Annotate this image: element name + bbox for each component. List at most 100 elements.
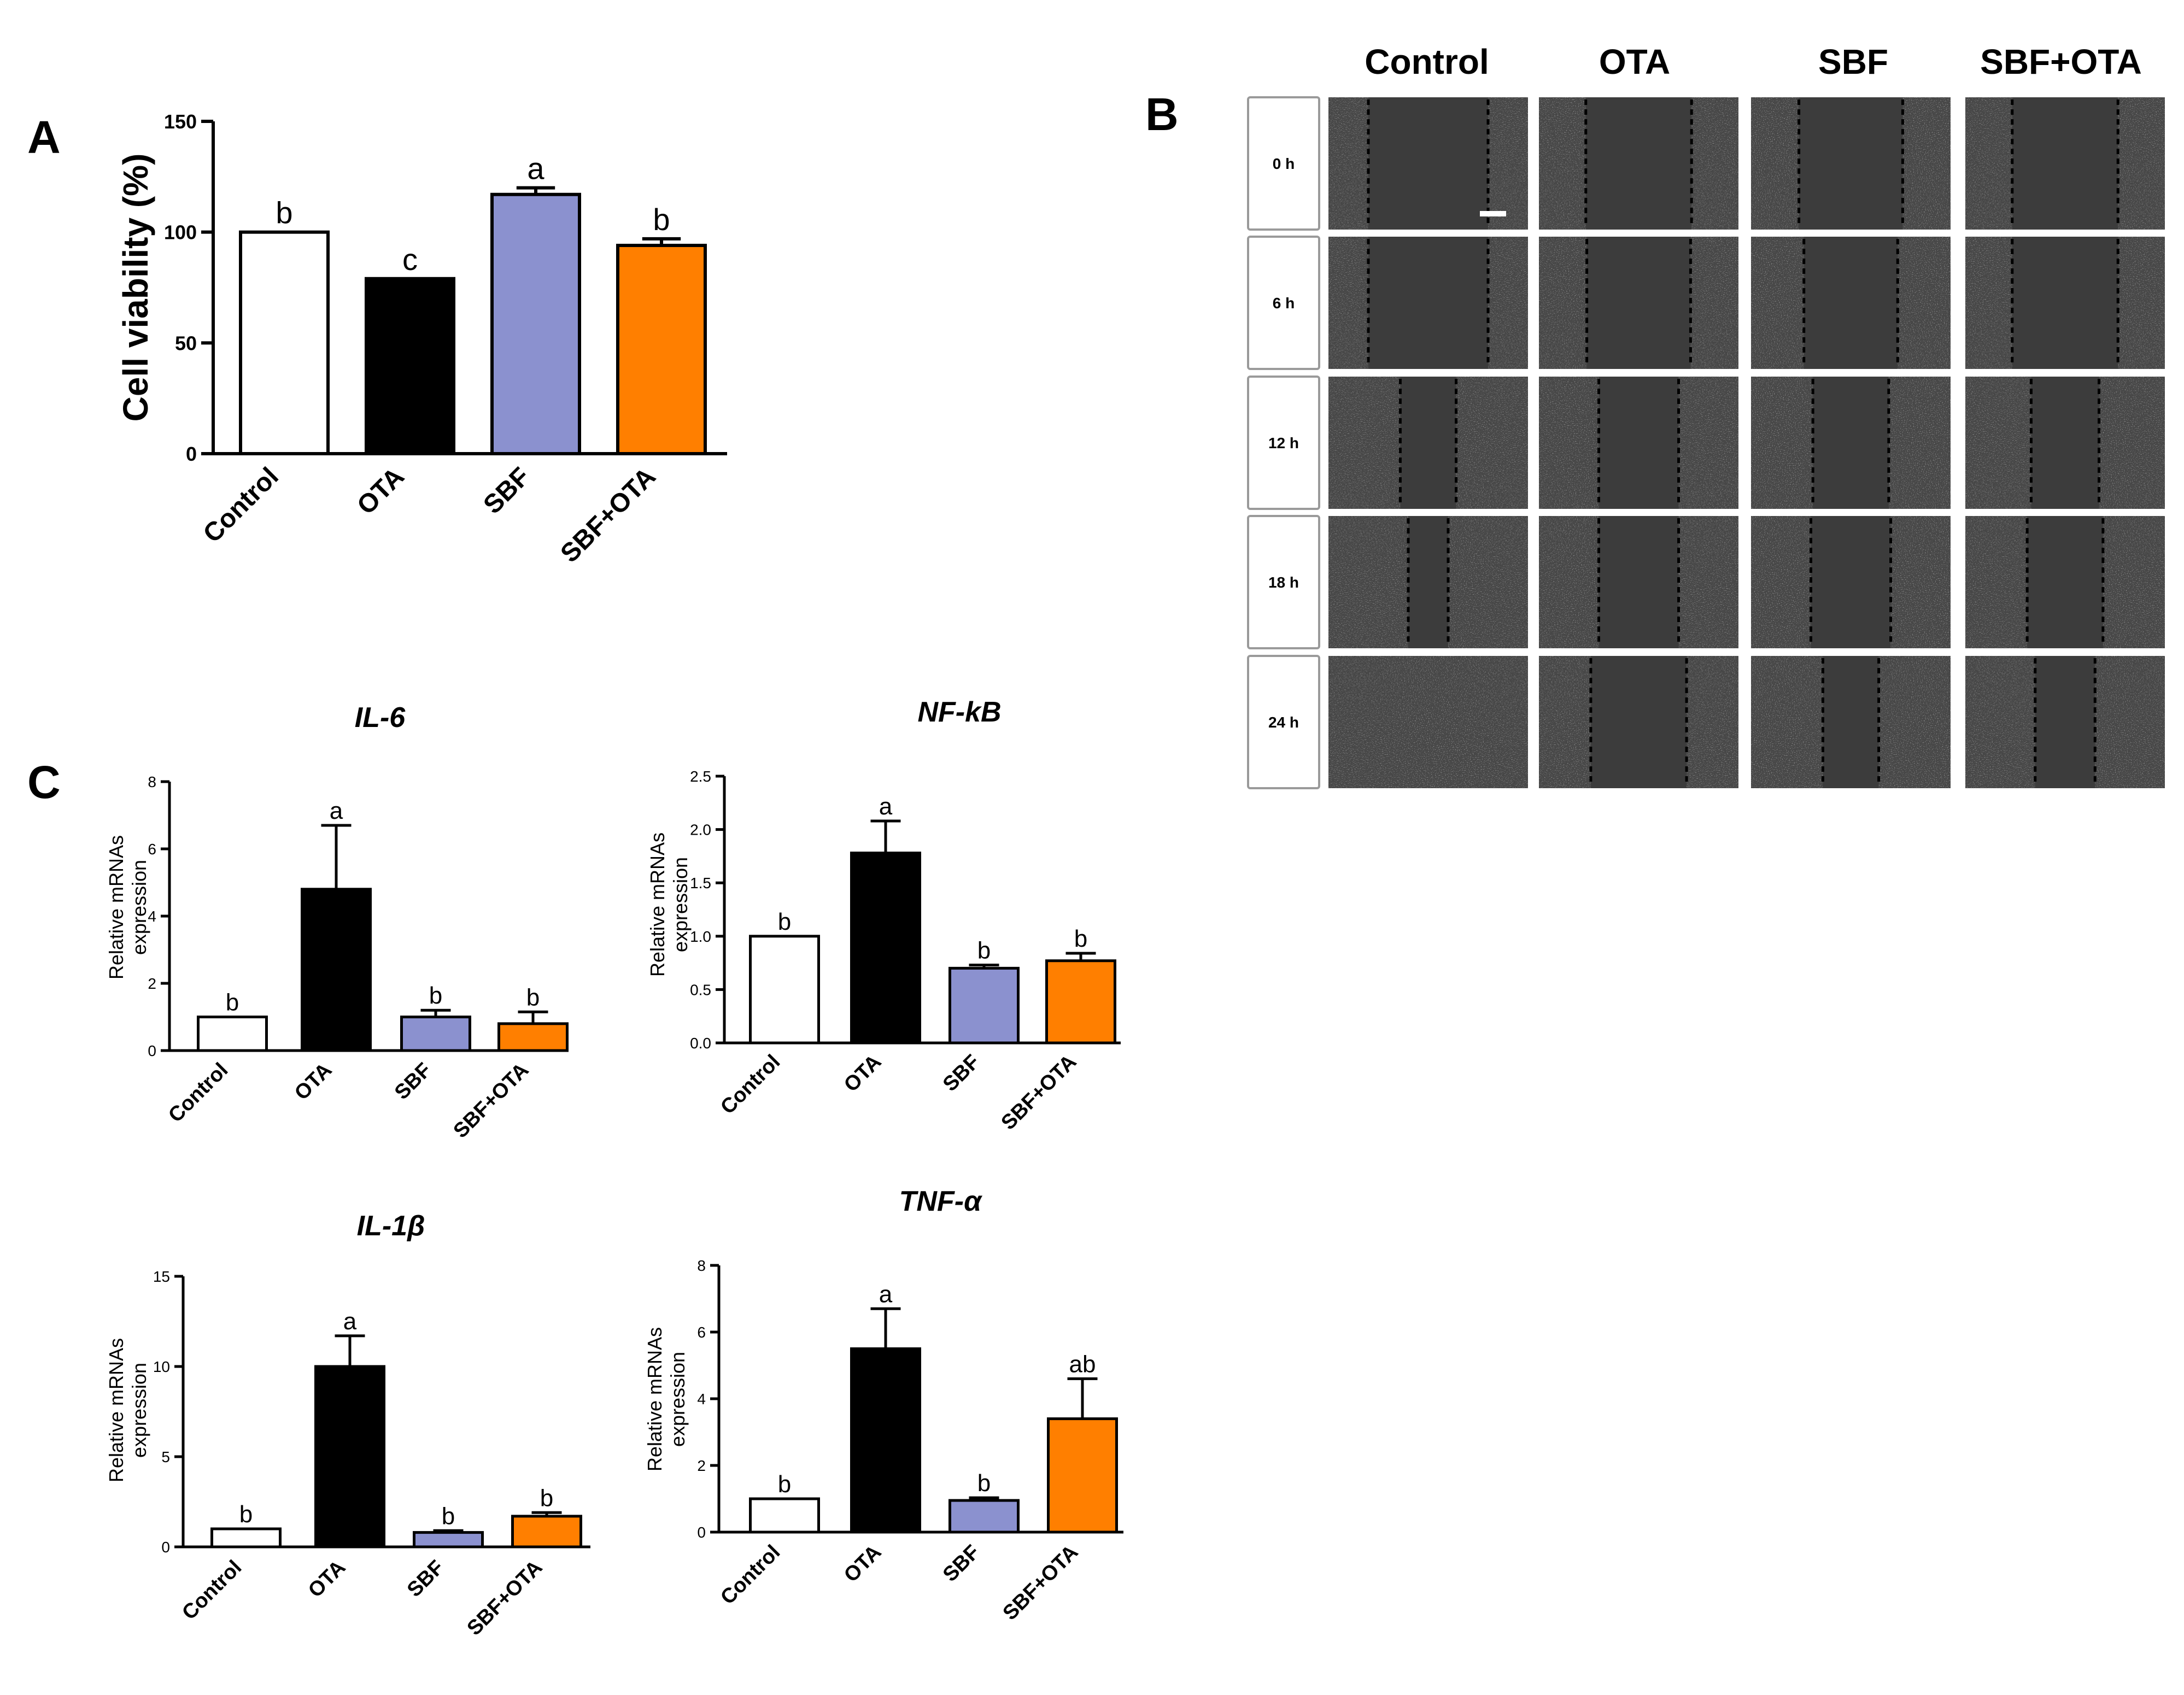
y-tick-label: 4 bbox=[148, 908, 156, 925]
column-label-control: Control bbox=[1365, 42, 1489, 81]
micrograph-sbf-18-h bbox=[1751, 516, 1951, 648]
y-tick-label: 0 bbox=[148, 1042, 156, 1059]
scratch-gap bbox=[1804, 237, 1898, 369]
bar-sbf-ota bbox=[1047, 1417, 1118, 1534]
significance-label-sbf: b bbox=[429, 982, 442, 1009]
panel-letter-b: B bbox=[1145, 89, 1179, 140]
significance-label-control: b bbox=[778, 908, 791, 935]
row-label-box bbox=[1247, 515, 1320, 649]
significance-label-sbf: b bbox=[442, 1503, 455, 1529]
category-label-sbf-ota: SBF+OTA bbox=[449, 1059, 534, 1143]
category-label-sbf: SBF bbox=[939, 1541, 984, 1586]
y-tick-label: 2 bbox=[697, 1457, 706, 1474]
y-axis-label-line-2: expression bbox=[666, 1352, 689, 1447]
bar-ota bbox=[850, 852, 921, 1045]
y-tick-label: 6 bbox=[148, 841, 156, 858]
category-label-sbf-ota: SBF+OTA bbox=[997, 1051, 1081, 1135]
significance-label-sbf: a bbox=[527, 151, 544, 186]
row-label-6-h: 6 h bbox=[1273, 295, 1295, 312]
micrograph-ota-18-h bbox=[1539, 516, 1738, 648]
significance-label-ota: c bbox=[402, 242, 418, 277]
significance-label-sbf: b bbox=[977, 937, 991, 964]
micrograph-sbf-24-h bbox=[1751, 656, 1951, 788]
bar-sbf bbox=[490, 192, 581, 455]
bar-sbf bbox=[948, 1499, 1020, 1534]
chart-c-tnfa: TNF-α 0 2 4 6 8 Relative mRNAsexpression b Contr… bbox=[643, 1186, 1123, 1625]
category-label-sbf: SBF bbox=[403, 1556, 448, 1602]
y-axis-label: Relative mRNAsexpression bbox=[646, 832, 692, 977]
micrograph-control-6-h bbox=[1328, 237, 1528, 369]
micrograph-sbf-0-h bbox=[1751, 97, 1951, 230]
row-label-12-h: 12 h bbox=[1268, 435, 1299, 451]
significance-label-ota: a bbox=[330, 797, 343, 824]
scratch-gap bbox=[1813, 377, 1889, 509]
category-label-ota: OTA bbox=[290, 1059, 336, 1105]
significance-label-ota: a bbox=[879, 1281, 893, 1307]
y-axis-label: Cell viability (%) bbox=[116, 154, 155, 422]
category-label-sbf-ota: SBF+OTA bbox=[555, 462, 661, 568]
scratch-gap bbox=[2027, 516, 2103, 648]
category-label-ota: OTA bbox=[840, 1541, 886, 1587]
bar-control bbox=[210, 1527, 282, 1549]
significance-label-sbf: b bbox=[977, 1470, 991, 1497]
bar-ota bbox=[314, 1365, 385, 1549]
y-axis-label-line-1: Relative mRNAs bbox=[105, 835, 127, 980]
scratch-gap bbox=[2012, 237, 2118, 369]
row-label-box bbox=[1247, 236, 1320, 370]
y-tick-label: 0 bbox=[697, 1524, 706, 1541]
scratch-gap bbox=[2035, 656, 2095, 788]
y-axis-label-line-1: Relative mRNAs bbox=[646, 832, 669, 977]
y-tick-label: 1.5 bbox=[690, 875, 711, 892]
row-label-box bbox=[1247, 655, 1320, 789]
y-tick-label: 10 bbox=[153, 1358, 170, 1375]
scratch-gap bbox=[1368, 97, 1488, 230]
panel-a: A 0 50 100 150 Cell viability (%) b Control c OTA… bbox=[27, 110, 727, 568]
chart-title: IL-6 bbox=[355, 702, 406, 734]
y-tick-label: 2.0 bbox=[690, 822, 711, 838]
micrograph-sbf-ota-18-h bbox=[1965, 516, 2165, 648]
chart-a: 0 50 100 150 Cell viability (%) b Control c OTA a… bbox=[116, 110, 727, 568]
category-label-control: Control bbox=[164, 1059, 232, 1127]
y-tick-label: 6 bbox=[697, 1324, 706, 1341]
bar-sbf-ota bbox=[511, 1515, 582, 1549]
bar-sbf bbox=[400, 1016, 471, 1052]
bar-sbf-ota bbox=[1045, 959, 1116, 1045]
column-label-ota: OTA bbox=[1599, 42, 1670, 81]
significance-label-sbf-ota: ab bbox=[1069, 1351, 1096, 1377]
scale-bar bbox=[1480, 211, 1506, 216]
y-tick-label: 2.5 bbox=[690, 768, 711, 785]
bar-sbf-ota bbox=[616, 243, 707, 455]
bar-ota bbox=[850, 1347, 921, 1534]
column-label-sbf-ota: SBF+OTA bbox=[1980, 42, 2142, 81]
y-tick-label: 0.5 bbox=[690, 981, 711, 998]
row-label-box bbox=[1247, 376, 1320, 510]
row-label-box bbox=[1247, 96, 1320, 231]
category-label-ota: OTA bbox=[352, 462, 410, 520]
significance-label-control: b bbox=[778, 1471, 791, 1498]
y-tick-label: 5 bbox=[161, 1448, 170, 1465]
significance-label-control: b bbox=[226, 989, 239, 1016]
significance-label-control: b bbox=[276, 196, 292, 230]
bar-sbf bbox=[948, 966, 1020, 1045]
scratch-gap bbox=[1599, 377, 1679, 509]
column-label-sbf: SBF bbox=[1818, 42, 1888, 81]
scratch-gap bbox=[1590, 656, 1687, 788]
category-label-ota: OTA bbox=[840, 1051, 886, 1096]
scratch-gap bbox=[1586, 237, 1691, 369]
y-axis-label: Relative mRNAsexpression bbox=[105, 1338, 150, 1482]
y-tick-label: 8 bbox=[148, 773, 156, 790]
chart-c-il1b: IL-1β 0 5 10 15 Relative mRNAsexpression b Cont… bbox=[105, 1210, 590, 1640]
y-axis-label-line-2: expression bbox=[669, 857, 692, 952]
category-label-sbf: SBF bbox=[939, 1051, 984, 1096]
bar-control bbox=[749, 935, 820, 1045]
significance-label-ota: a bbox=[879, 793, 893, 820]
significance-label-sbf-ota: b bbox=[526, 984, 540, 1011]
significance-label-sbf-ota: b bbox=[1074, 925, 1087, 952]
panel-letter-a: A bbox=[27, 112, 61, 163]
y-tick-label: 8 bbox=[697, 1257, 706, 1274]
significance-label-sbf-ota: b bbox=[653, 202, 670, 237]
bar-control bbox=[749, 1497, 820, 1534]
y-tick-label: 0 bbox=[161, 1539, 170, 1556]
y-axis-label: Relative mRNAsexpression bbox=[643, 1327, 689, 1471]
